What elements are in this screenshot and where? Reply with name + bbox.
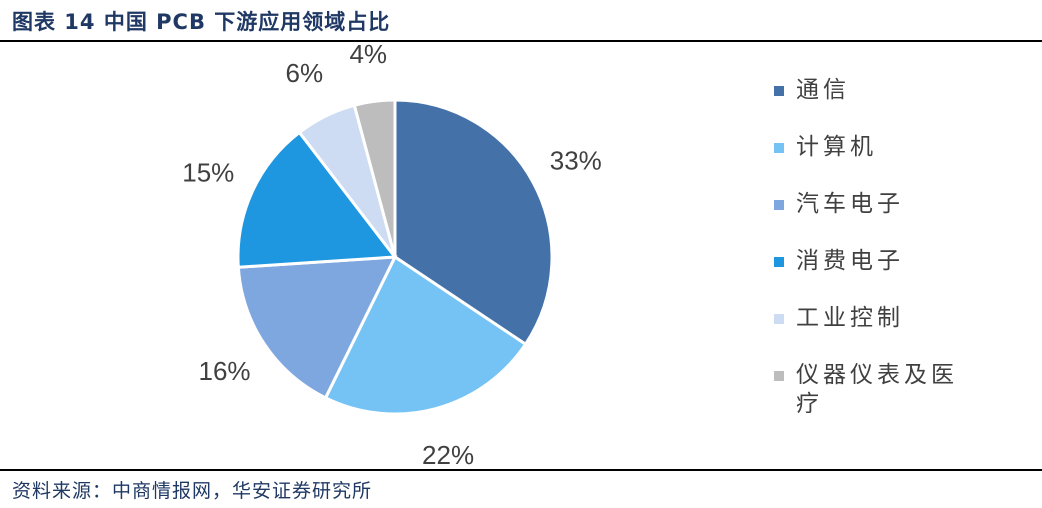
slice-label-2: 22%: [422, 440, 474, 468]
figure-title: 图表 14 中国 PCB 下游应用领域占比: [12, 10, 391, 34]
legend-label: 汽车电子: [796, 191, 904, 217]
legend-item-2: 计算机: [774, 133, 996, 162]
legend-item-5: 工业控制: [774, 304, 996, 333]
legend-swatch: [774, 200, 784, 210]
pie-slice-3: [236, 255, 398, 400]
slice-label-4: 15%: [182, 157, 234, 187]
legend-item-1: 通信: [774, 76, 996, 105]
slice-label-3: 16%: [199, 356, 251, 386]
legend-label: 计算机: [796, 134, 877, 160]
legend-swatch: [774, 86, 784, 96]
slice-label-6: 4%: [349, 42, 387, 69]
bottom-rule: [0, 469, 1042, 471]
legend-label: 通信: [796, 77, 850, 103]
legend-swatch: [774, 371, 784, 381]
legend-item-3: 汽车电子: [774, 190, 996, 219]
legend-item-4: 消费电子: [774, 247, 996, 276]
pie-chart: 33% 22% 16% 15% 6% 4%: [182, 42, 602, 468]
legend-item-6: 仪器仪表及医疗: [774, 361, 971, 419]
slice-label-1: 33%: [550, 145, 602, 175]
pie-slice-4: [236, 130, 398, 269]
legend-label: 工业控制: [796, 305, 904, 331]
legend-swatch: [774, 314, 784, 324]
legend-swatch: [774, 143, 784, 153]
legend-label: 仪器仪表及医疗: [796, 362, 958, 417]
source-note: 资料来源：中商情报网，华安证券研究所: [12, 480, 373, 502]
pie-slice-6: [352, 98, 397, 258]
pie-slice-2: [323, 254, 528, 416]
slice-label-5: 6%: [286, 58, 324, 88]
legend-label: 消费电子: [796, 248, 904, 274]
top-rule: [0, 40, 1042, 42]
legend-swatch: [774, 257, 784, 267]
